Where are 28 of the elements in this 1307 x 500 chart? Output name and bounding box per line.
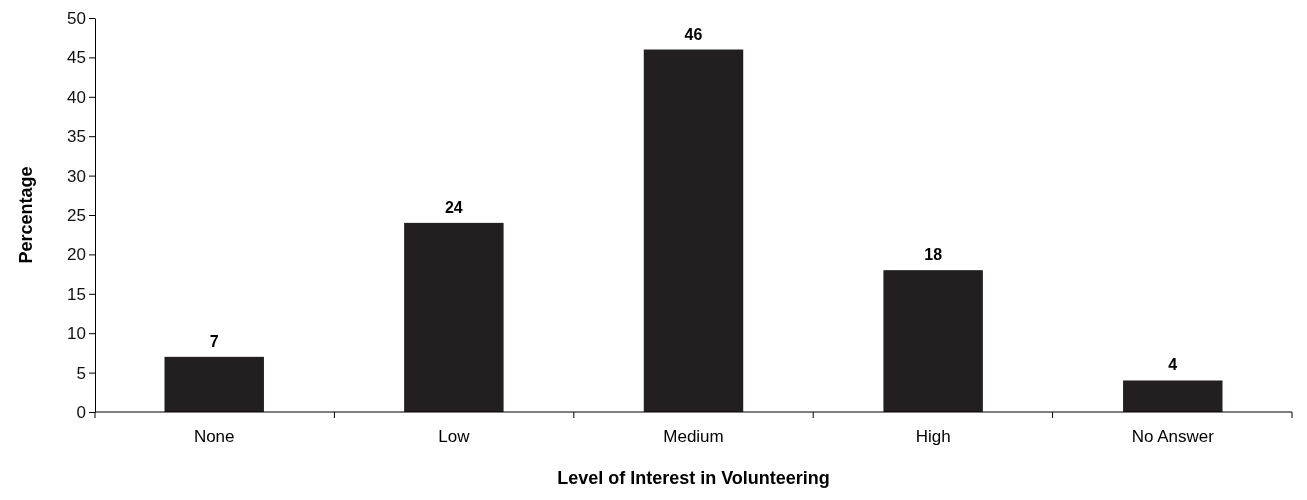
data-label: 4 — [1168, 356, 1178, 374]
y-tick-label: 35 — [67, 127, 86, 147]
x-tick-label: High — [915, 427, 951, 446]
bar — [1123, 380, 1223, 412]
bar — [164, 356, 264, 412]
y-axis-title: Percentage — [16, 166, 36, 264]
bar — [883, 270, 983, 412]
x-tick-label: No Answer — [1131, 427, 1215, 446]
bar — [643, 49, 744, 412]
x-axis-title: Level of Interest in Volunteering — [557, 468, 830, 488]
y-tick-label: 10 — [67, 324, 86, 344]
data-label: 46 — [684, 25, 703, 43]
y-tick-label: 20 — [67, 245, 86, 265]
x-tick-label: Medium — [663, 427, 724, 446]
y-tick-label: 5 — [76, 363, 86, 383]
y-tick-label: 0 — [76, 402, 86, 422]
data-label: 18 — [924, 246, 943, 264]
data-label: 7 — [209, 332, 219, 350]
x-tick-label: None — [193, 427, 235, 446]
y-tick-label: 15 — [67, 284, 86, 304]
y-tick-label: 45 — [67, 48, 86, 68]
y-tick-label: 40 — [67, 87, 86, 107]
bar — [404, 222, 504, 412]
x-tick-label: Low — [438, 427, 471, 446]
y-tick-label: 25 — [67, 205, 86, 225]
data-label: 24 — [444, 198, 463, 216]
y-tick-label: 50 — [67, 8, 86, 28]
y-tick-label: 30 — [67, 166, 86, 186]
